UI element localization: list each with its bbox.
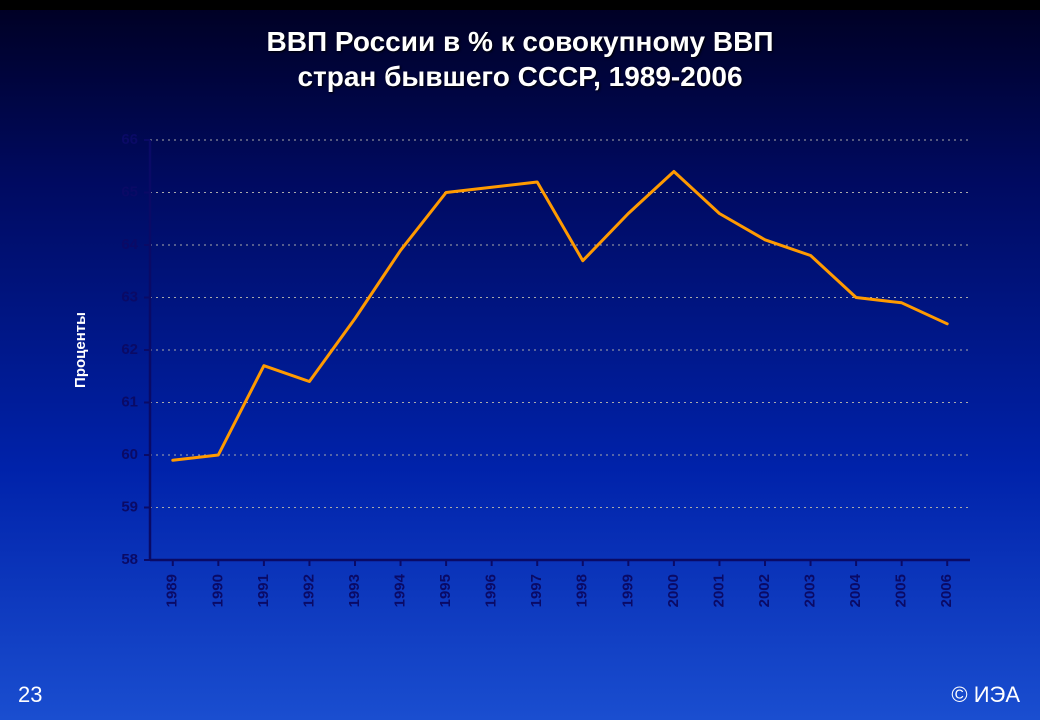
y-tick-label: 61 [121,393,138,410]
y-tick-label: 62 [121,341,138,358]
x-tick-label: 1991 [255,574,272,607]
x-tick-label: 2001 [710,574,727,607]
x-tick-label: 1989 [164,574,181,607]
x-tick-label: 1995 [437,574,454,607]
page-number: 23 [18,682,42,708]
x-tick-label: 1990 [209,574,226,607]
y-tick-label: 63 [121,288,138,305]
x-tick-label: 1997 [528,574,545,607]
x-tick-label: 1996 [483,574,500,607]
slide: ВВП России в % к совокупному ВВП стран б… [0,0,1040,720]
x-tick-label: 2004 [847,573,864,607]
x-tick-label: 1994 [392,573,409,607]
x-tick-label: 1998 [574,574,591,607]
y-tick-label: 60 [121,446,138,463]
y-tick-label: 65 [121,183,138,200]
x-tick-label: 1999 [619,574,636,607]
data-line [173,172,947,461]
y-tick-label: 66 [121,131,138,148]
x-tick-label: 1993 [346,574,363,607]
x-tick-label: 2006 [938,574,955,607]
x-tick-label: 2002 [756,574,773,607]
slide-title: ВВП России в % к совокупному ВВП стран б… [0,24,1040,94]
y-tick-label: 64 [121,236,138,253]
x-tick-label: 2003 [802,574,819,607]
x-tick-label: 2005 [893,574,910,607]
y-tick-label: 58 [121,551,138,568]
y-tick-label: 59 [121,498,138,515]
copyright: © ИЭА [951,682,1020,708]
x-tick-label: 2000 [665,574,682,607]
x-tick-label: 1992 [300,574,317,607]
line-chart: 58 59 60 61 62 63 64 65 66 1989 1990 1991 1992 1993 19… [60,120,980,650]
chart-container: 58 59 60 61 62 63 64 65 66 1989 1990 1991 1992 1993 19… [60,120,980,650]
y-axis-label: Проценты [72,312,89,388]
